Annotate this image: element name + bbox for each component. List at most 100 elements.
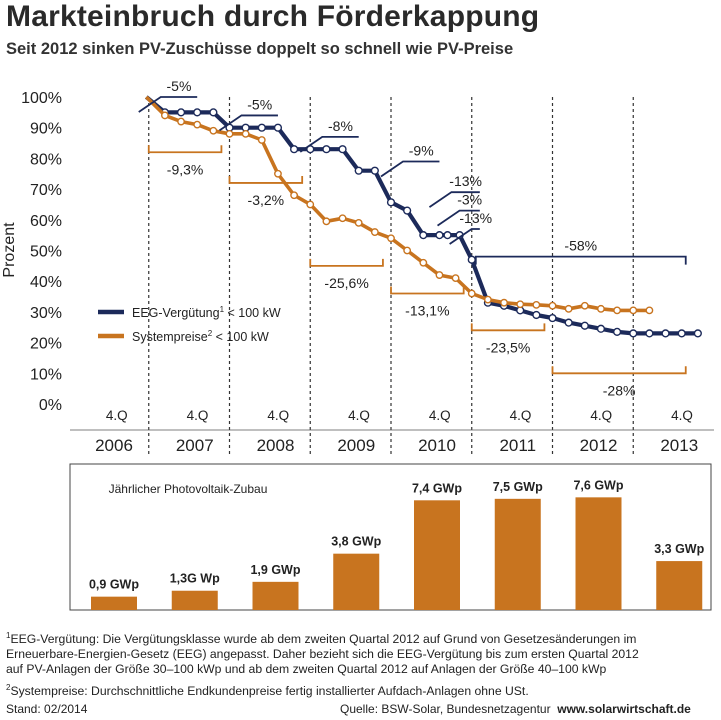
year-label: 2007	[176, 436, 214, 455]
quarter-tick-label: 4.Q	[267, 408, 289, 423]
bar-value-label: 7,4 GWp	[412, 481, 462, 495]
eeg-point	[693, 329, 702, 338]
system-change-label: -9,3%	[167, 161, 204, 177]
system-point	[451, 274, 460, 283]
source-line: Quelle: BSW-Solar, Bundesnetzagentur www…	[340, 702, 691, 716]
eeg-bracket	[138, 96, 198, 113]
system-point	[354, 218, 363, 227]
bar-2013	[656, 561, 703, 610]
system-point	[225, 129, 234, 138]
eeg-point	[290, 145, 299, 154]
year-label: 2008	[257, 436, 295, 455]
system-change-label: -28%	[603, 382, 636, 398]
footnote-1-line-1: EEG-Vergütung: Die Vergütungsklasse wurd…	[10, 632, 637, 647]
eeg-change-label: -13%	[459, 210, 492, 226]
bar-2007	[171, 590, 218, 610]
system-bracket	[551, 366, 687, 375]
footnote-2-marker: 2	[6, 683, 11, 692]
eeg-point	[403, 206, 412, 215]
footnote-2: 2Systempreise: Durchschnittliche Endkund…	[6, 680, 529, 699]
eeg-point	[386, 198, 396, 207]
bar-2012	[575, 497, 622, 610]
eeg-point	[193, 108, 202, 117]
y-tick-label: 0%	[39, 397, 62, 414]
system-point	[500, 298, 508, 307]
eeg-bracket	[218, 114, 278, 132]
year-label: 2010	[418, 436, 456, 455]
y-tick-label: 20%	[30, 336, 62, 353]
eeg-point	[354, 166, 363, 175]
eeg-bracket	[449, 228, 480, 245]
website-link[interactable]: www.solarwirtschaft.de	[557, 702, 691, 716]
eeg-point	[564, 318, 573, 327]
footnote-2-text: Systempreise: Durchschnittliche Endkunde…	[10, 684, 529, 699]
system-point	[160, 111, 169, 120]
y-tick-label: 60%	[30, 213, 62, 230]
system-point	[338, 214, 347, 223]
quarter-tick-label: 4.Q	[510, 408, 532, 423]
eeg-change-label: -5%	[167, 78, 192, 94]
system-point	[387, 234, 395, 243]
eeg-point	[532, 310, 541, 320]
eeg-point	[419, 231, 428, 240]
eeg-point	[596, 324, 606, 333]
year-label: 2012	[580, 436, 618, 455]
eeg-point	[612, 327, 622, 336]
y-tick-label: 80%	[30, 151, 62, 168]
eeg-change-label: -13%	[449, 173, 482, 189]
bar-2009	[333, 553, 380, 610]
system-point	[177, 117, 185, 126]
bar-value-label: 0,9 GWp	[89, 578, 139, 592]
system-bracket	[390, 286, 465, 295]
bar-2011	[494, 498, 541, 610]
chart-canvas: 0% 10% 20% 30% 40% 50% 60% 70% 80% 90% 100% Prozent…	[1, 78, 714, 611]
y-tick-label: 30%	[30, 305, 62, 322]
eeg-point	[548, 313, 557, 323]
eeg-point	[338, 145, 347, 154]
eeg-change-label: -3%	[457, 192, 482, 208]
source-text: Quelle: BSW-Solar, Bundesnetzagentur	[340, 702, 551, 716]
bar-2006	[91, 596, 137, 610]
system-bracket	[147, 145, 223, 154]
eeg-bracket	[380, 160, 440, 178]
footnote-1: 1EEG-Vergütung: Die Vergütungsklasse wur…	[6, 628, 639, 677]
quarter-tick-label: 4.Q	[348, 408, 370, 423]
eeg-point	[629, 329, 638, 338]
bar-2010	[414, 500, 460, 610]
system-point	[532, 300, 541, 309]
system-point	[516, 300, 525, 309]
system-point	[209, 126, 218, 135]
system-change-label: -3,2%	[248, 192, 285, 208]
eeg-point	[209, 108, 218, 117]
eeg-bracket	[428, 191, 480, 208]
eeg-change-label: -58%	[564, 238, 597, 254]
eeg-point	[443, 231, 452, 240]
system-point	[257, 136, 266, 144]
system-change-label: -13,1%	[405, 302, 449, 318]
system-point	[370, 228, 379, 236]
system-change-label: -25,6%	[324, 275, 368, 291]
system-point	[629, 306, 638, 315]
quarter-tick-label: 4.Q	[106, 408, 128, 423]
system-point	[580, 301, 589, 310]
system-point	[290, 191, 298, 200]
chart-subtitle: Seit 2012 sinken PV-Zuschüsse doppelt so…	[6, 40, 514, 58]
year-label: 2011	[499, 436, 536, 455]
system-bracket	[470, 323, 546, 332]
year-label: 2009	[337, 436, 375, 455]
chart-title: Markteinbruch durch Förderkappung	[6, 0, 540, 33]
eeg-bracket	[437, 209, 480, 227]
bar-chart-title: Jährlicher Photovoltaik-Zubau	[109, 482, 268, 496]
eeg-point	[273, 123, 283, 132]
system-point	[322, 217, 331, 226]
system-point	[193, 120, 202, 129]
eeg-point	[322, 145, 331, 154]
bar-value-label: 7,6 GWp	[573, 478, 623, 492]
footnote-1-line-2: Erneuerbare-Energien-Gesetz (EEG) angepa…	[6, 647, 639, 662]
eeg-point	[677, 329, 686, 338]
system-point	[613, 306, 621, 315]
bar-value-label: 3,3 GWp	[654, 542, 704, 556]
eeg-point	[467, 255, 476, 264]
system-point	[548, 301, 557, 310]
year-label: 2006	[95, 436, 133, 455]
